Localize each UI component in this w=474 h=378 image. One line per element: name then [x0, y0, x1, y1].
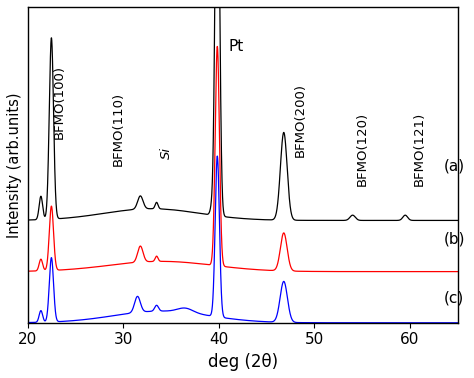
- Y-axis label: Intensity (arb.units): Intensity (arb.units): [7, 92, 22, 238]
- Text: BFMO(120): BFMO(120): [356, 112, 369, 186]
- Text: BFMO(110): BFMO(110): [112, 92, 125, 166]
- Text: BFMO(200): BFMO(200): [293, 83, 307, 157]
- Text: BFMO(100): BFMO(100): [53, 65, 65, 139]
- Text: Si: Si: [160, 147, 173, 159]
- Text: (c): (c): [444, 290, 464, 305]
- X-axis label: deg (2θ): deg (2θ): [208, 353, 278, 371]
- Text: Pt: Pt: [228, 39, 244, 54]
- Text: BFMO(121): BFMO(121): [413, 112, 426, 186]
- Text: (b): (b): [444, 232, 465, 247]
- Text: (a): (a): [444, 159, 465, 174]
